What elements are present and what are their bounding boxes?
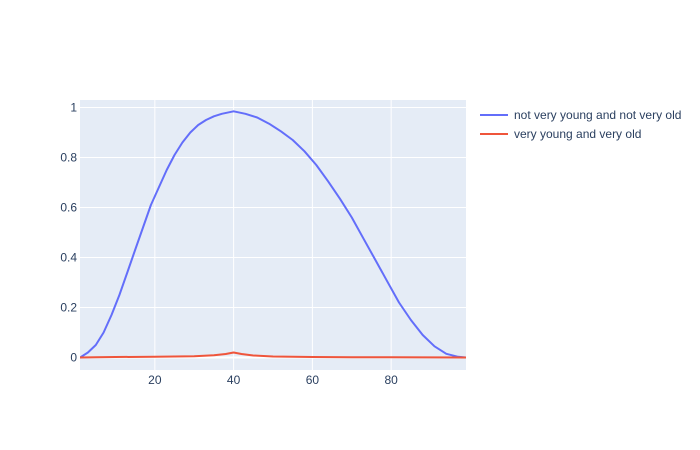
x-axis-ticks: 20 40 60 80 [148, 373, 398, 387]
x-tick-label: 20 [148, 373, 162, 387]
x-tick-label: 60 [306, 373, 320, 387]
y-tick-label: 0.6 [60, 201, 77, 215]
plot-area-background [80, 100, 466, 370]
legend-label: not very young and not very old [514, 108, 681, 122]
y-tick-label: 0.8 [60, 151, 77, 165]
series-line-1 [80, 351, 466, 359]
y-axis-ticks: 0 0.2 0.4 0.6 0.8 1 [60, 101, 77, 365]
legend[interactable]: not very young and not very old very youn… [480, 108, 681, 141]
y-tick-label: 0.2 [60, 301, 77, 315]
x-tick-label: 80 [384, 373, 398, 387]
y-tick-label: 0 [70, 351, 77, 365]
legend-item[interactable]: not very young and not very old [480, 108, 681, 122]
legend-item[interactable]: very young and very old [480, 127, 641, 141]
y-tick-label: 0.4 [60, 251, 77, 265]
series-lines [80, 110, 466, 359]
legend-label: very young and very old [514, 127, 641, 141]
y-tick-label: 1 [70, 101, 77, 115]
x-tick-label: 40 [227, 373, 241, 387]
series-line-0 [80, 110, 466, 359]
